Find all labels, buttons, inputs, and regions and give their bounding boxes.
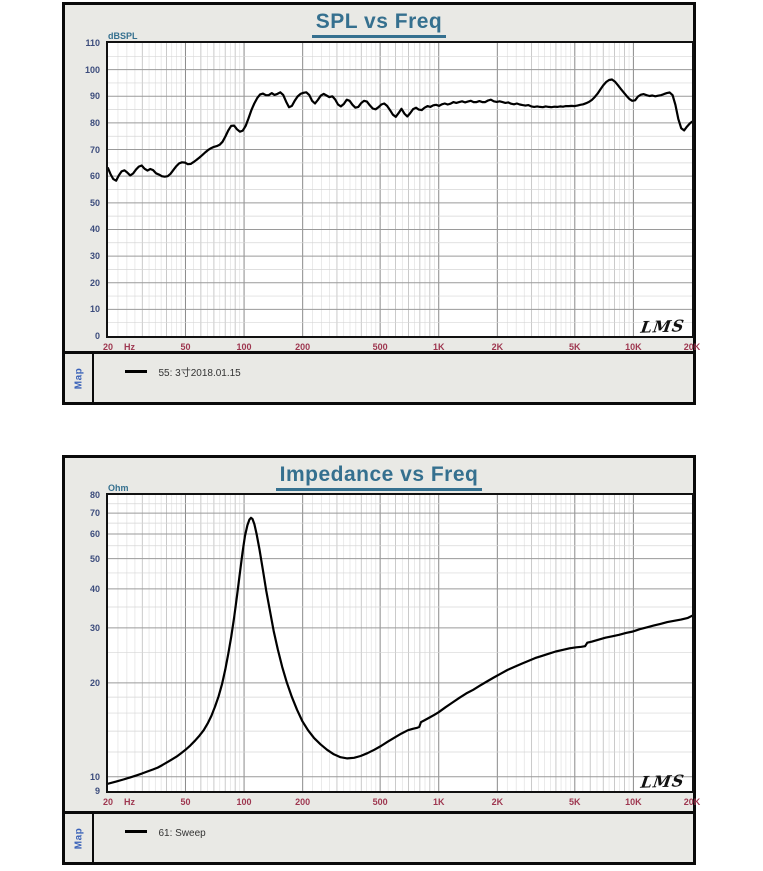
- spl-y-axis: 110 100 90 80 70 60 50 40 30 20 10 0: [65, 38, 103, 341]
- y-tick-label: 30: [89, 622, 100, 633]
- x-tick-label: 1K: [432, 342, 445, 352]
- y-tick-label: 30: [89, 251, 100, 262]
- x-tick-label: 100: [236, 342, 252, 352]
- y-tick-label: 60: [89, 528, 100, 539]
- series-curve: [108, 516, 692, 785]
- x-tick-label: 5K: [569, 797, 581, 807]
- map-tab[interactable]: Map: [65, 354, 94, 402]
- series-curve: [108, 78, 692, 182]
- y-tick-label: 80: [89, 490, 100, 500]
- y-tick-label: 40: [89, 583, 100, 594]
- spl-legend-strip: Map 55: 3寸2018.01.15: [65, 351, 693, 402]
- y-tick-label: 10: [89, 304, 100, 315]
- x-tick-label: 20: [102, 342, 114, 352]
- impedance-chart-panel: Impedance vs Freq Ohm 80 70 60 50 40 30 20 10 9 …: [62, 455, 700, 865]
- x-tick-label: 50: [180, 797, 191, 807]
- impedance-y-unit-label: Ohm: [108, 483, 129, 493]
- y-tick-label: 70: [89, 508, 100, 519]
- x-axis-unit-label: Hz: [124, 797, 135, 807]
- impedance-legend-strip: Map 61: Sweep: [65, 811, 693, 862]
- y-tick-label: 20: [89, 277, 100, 288]
- y-tick-label: 9: [94, 786, 100, 796]
- x-tick-label: 10K: [625, 797, 642, 807]
- x-tick-label: 20K: [683, 342, 701, 352]
- x-tick-label: 10K: [625, 342, 642, 352]
- x-tick-label: 100: [236, 797, 252, 807]
- y-tick-label: 50: [89, 553, 100, 564]
- y-tick-label: 10: [89, 771, 100, 782]
- x-tick-label: 2K: [491, 342, 504, 352]
- series-line-swatch: [125, 830, 147, 833]
- y-tick-label: 40: [89, 224, 100, 235]
- series-line-swatch: [125, 370, 147, 373]
- legend-item: 55: 3寸2018.01.15: [125, 363, 241, 381]
- impedance-chart-title: Impedance vs Freq: [65, 463, 693, 491]
- impedance-grid-and-curve: [108, 495, 692, 791]
- y-tick-label: 100: [84, 64, 100, 75]
- y-tick-label: 80: [89, 117, 100, 128]
- impedance-plot-area: LMS: [106, 493, 694, 793]
- series-legend-label: 61: Sweep: [158, 828, 206, 839]
- map-tab-label: Map: [73, 827, 84, 849]
- y-tick-label: 90: [89, 91, 100, 102]
- spl-grid-and-curve: [108, 43, 692, 336]
- map-tab[interactable]: Map: [65, 814, 94, 862]
- lms-logo: LMS: [640, 316, 687, 337]
- map-tab-label: Map: [73, 367, 84, 389]
- legend-item: 61: Sweep: [125, 823, 206, 841]
- series-legend-label: 55: 3寸2018.01.15: [158, 368, 241, 379]
- x-tick-label: 20: [102, 797, 114, 807]
- x-tick-label: 5K: [569, 342, 581, 352]
- x-tick-label: 200: [295, 342, 311, 352]
- lms-logo: LMS: [640, 771, 687, 792]
- x-tick-label: 500: [372, 797, 388, 807]
- y-tick-label: 50: [89, 197, 100, 208]
- y-tick-label: 60: [89, 171, 100, 182]
- y-tick-label: 20: [89, 677, 100, 688]
- spl-plot-area: LMS: [106, 41, 694, 338]
- spl-x-axis: 20 50 100 200 500 1K 2K 5K 10K 20K Hz: [103, 340, 700, 354]
- y-tick-label: 70: [89, 144, 100, 155]
- spl-chart-title-text: SPL vs Freq: [311, 10, 447, 38]
- x-tick-label: 20K: [683, 797, 701, 807]
- x-tick-label: 2K: [491, 797, 504, 807]
- x-axis-unit-label: Hz: [124, 342, 135, 352]
- x-tick-label: 1K: [432, 797, 445, 807]
- y-tick-label: 0: [94, 331, 100, 341]
- impedance-chart-title-text: Impedance vs Freq: [275, 463, 483, 491]
- y-tick-label: 110: [85, 38, 100, 48]
- x-tick-label: 50: [180, 342, 191, 352]
- spl-chart-panel: SPL vs Freq dBSPL 110 100 90 80 70 60 50 40 30 20…: [62, 2, 700, 405]
- impedance-x-axis: 20 50 100 200 500 1K 2K 5K 10K 20K Hz: [103, 795, 700, 809]
- x-tick-label: 200: [295, 797, 311, 807]
- impedance-y-axis: 80 70 60 50 40 30 20 10 9: [65, 490, 103, 796]
- spl-chart-title: SPL vs Freq: [65, 10, 693, 38]
- x-tick-label: 500: [372, 342, 388, 352]
- spl-y-unit-label: dBSPL: [108, 31, 138, 41]
